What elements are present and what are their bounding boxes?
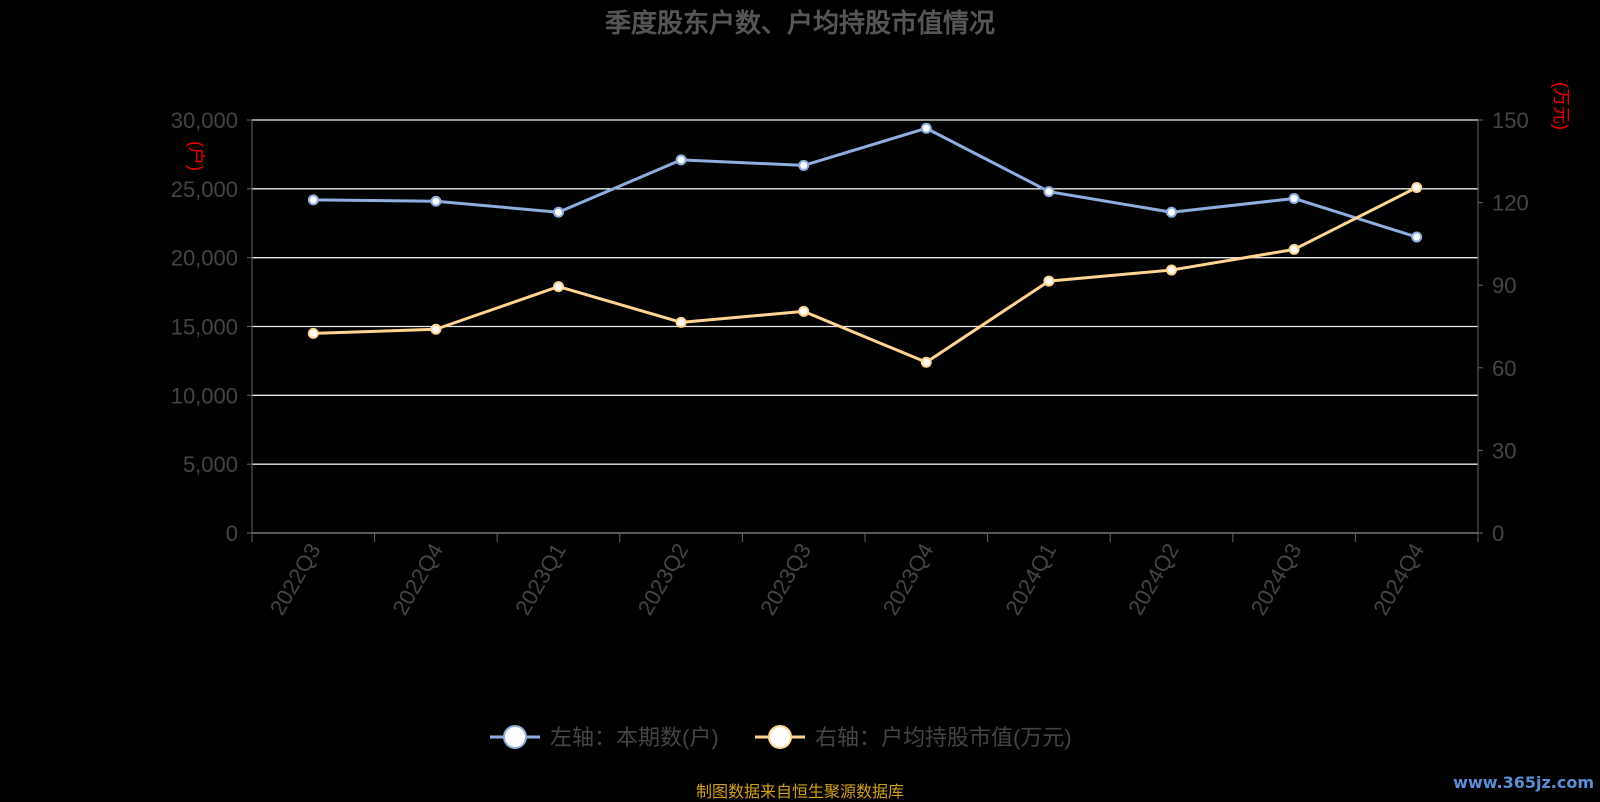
series-1-point xyxy=(307,194,319,206)
series-2-point xyxy=(430,323,442,335)
left-axis-tick-label: 15,000 xyxy=(171,315,238,340)
right-axis-tick-label: 0 xyxy=(1492,521,1504,546)
series-2-point xyxy=(675,316,687,328)
series-line-1 xyxy=(313,126,1418,239)
series-1-point xyxy=(675,154,687,166)
legend-marker-2 xyxy=(768,725,792,749)
series-1-point xyxy=(1166,206,1177,218)
series-2-point xyxy=(920,356,932,368)
chart-title: 季度股东户数、户均持股市值情况 xyxy=(605,8,995,38)
legend-label-1: 左轴：本期数(户) xyxy=(550,725,719,750)
series-1-point xyxy=(798,159,810,171)
series-2-point xyxy=(1166,264,1177,276)
right-axis-tick-label: 150 xyxy=(1492,108,1529,133)
x-axis-category-label: 2024Q3 xyxy=(1246,539,1307,619)
series-1-point xyxy=(430,195,442,207)
right-axis-tick-label: 60 xyxy=(1492,356,1516,381)
left-axis-tick-label: 10,000 xyxy=(171,383,238,408)
watermark: www.365jz.com xyxy=(1453,773,1594,792)
series-2-point xyxy=(1411,181,1423,193)
right-axis-unit: (万元) xyxy=(1551,82,1571,130)
series-1-point xyxy=(553,206,564,218)
series-2-point xyxy=(553,281,564,293)
series-line-2 xyxy=(313,186,1418,364)
x-axis-category-label: 2022Q3 xyxy=(265,539,326,619)
right-axis-tick-label: 120 xyxy=(1492,191,1529,216)
x-axis-category-label: 2023Q3 xyxy=(755,539,816,619)
series-1-point xyxy=(1411,231,1423,243)
series-2-point xyxy=(307,327,319,339)
x-axis-category-label: 2023Q1 xyxy=(510,539,571,619)
x-axis-category-label: 2023Q2 xyxy=(633,539,694,619)
legend-label-2: 右轴：户均持股市值(万元) xyxy=(815,725,1072,750)
series-1-point xyxy=(920,122,932,134)
x-axis-category-label: 2023Q4 xyxy=(878,539,939,619)
right-axis-tick-label: 30 xyxy=(1492,438,1516,463)
legend-marker-1 xyxy=(503,725,527,749)
series-2-point xyxy=(1288,243,1300,255)
data-source-credit: 制图数据来自恒生聚源数据库 xyxy=(695,782,904,801)
right-axis-tick-label: 90 xyxy=(1492,273,1516,298)
left-axis-tick-label: 5,000 xyxy=(183,452,238,477)
left-axis-unit: (户) xyxy=(186,141,206,171)
left-axis-tick-label: 25,000 xyxy=(171,177,238,202)
series-2-point xyxy=(1043,275,1055,287)
x-axis-category-label: 2024Q2 xyxy=(1123,539,1184,619)
series-1-point xyxy=(1043,186,1055,198)
left-axis-tick-label: 30,000 xyxy=(171,108,238,133)
x-axis-category-label: 2024Q1 xyxy=(1000,539,1061,619)
left-axis-tick-label: 20,000 xyxy=(171,246,238,271)
x-axis-category-label: 2022Q4 xyxy=(387,539,448,619)
x-axis-category-label: 2024Q4 xyxy=(1368,539,1429,619)
series-1-point xyxy=(1288,192,1300,204)
series-2-point xyxy=(798,305,810,317)
left-axis-tick-label: 0 xyxy=(226,521,238,546)
